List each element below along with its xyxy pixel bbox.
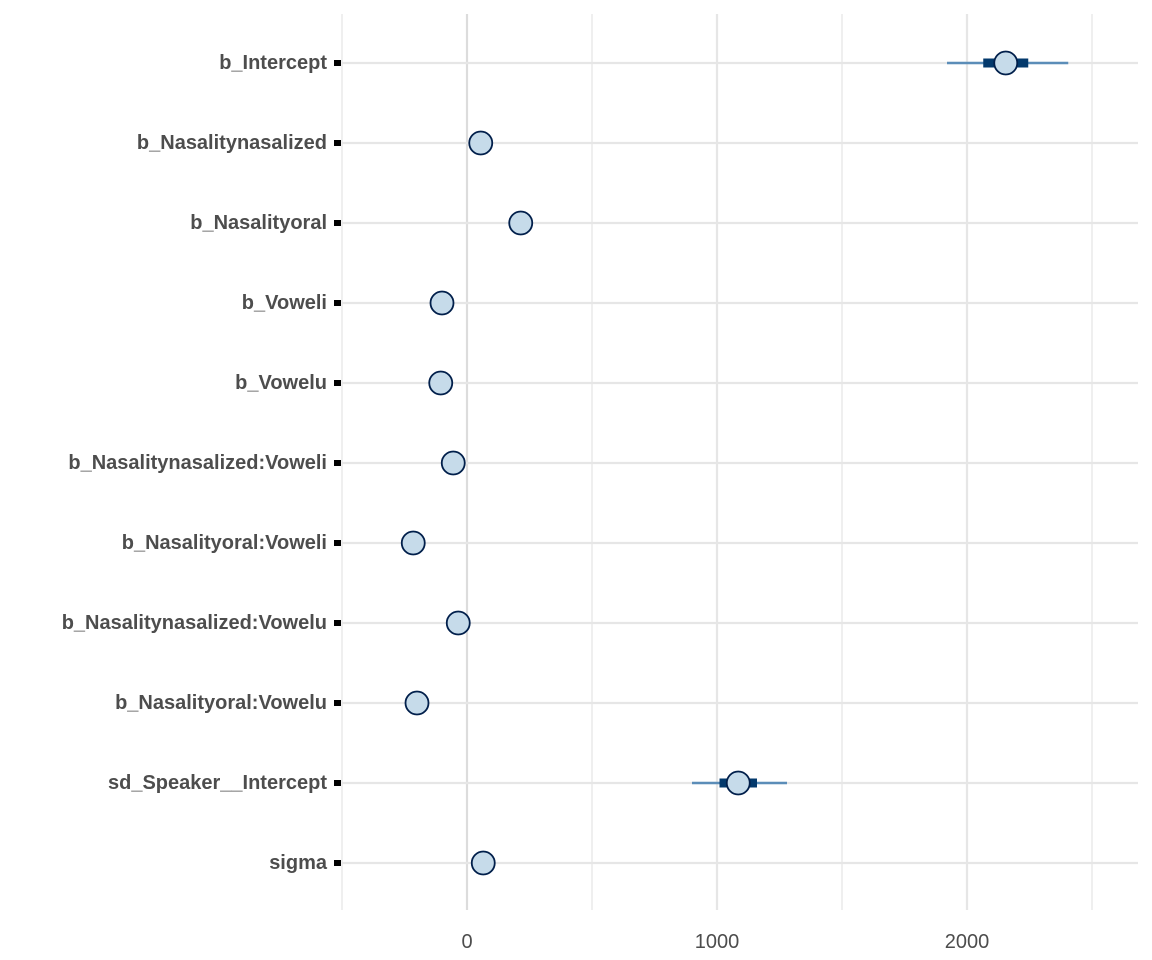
- y-tick-label: b_Vowelu: [235, 372, 327, 394]
- y-tick-mark: [334, 300, 341, 306]
- estimate-point: [440, 450, 466, 476]
- y-axis-labels: b_Intercept b_Nasalitynasalized b_Nasality…: [62, 52, 341, 874]
- y-tick-label: b_Nasalityoral:Voweli: [122, 532, 327, 554]
- estimate-point: [470, 850, 496, 876]
- estimate-point: [468, 130, 494, 156]
- estimate-point: [404, 690, 430, 716]
- y-tick-mark: [334, 460, 341, 466]
- y-tick-label: b_Nasalityoral: [190, 212, 327, 234]
- y-tick-label: b_Nasalitynasalized: [137, 132, 327, 154]
- x-axis-labels: 0 1000 2000: [461, 931, 989, 953]
- estimate-point: [429, 290, 455, 316]
- estimate-points: [400, 50, 1019, 876]
- y-tick-mark: [334, 700, 341, 706]
- y-tick-label: b_Nasalitynasalized:Vowelu: [62, 612, 327, 634]
- y-tick-mark: [334, 860, 341, 866]
- y-tick-label: b_Intercept: [219, 52, 327, 74]
- estimate-point: [445, 610, 471, 636]
- grid-lines: [341, 14, 1138, 910]
- estimate-point: [993, 50, 1019, 76]
- y-tick-mark: [334, 540, 341, 546]
- y-tick-label: b_Nasalityoral:Vowelu: [115, 692, 327, 714]
- x-tick-label: 0: [461, 931, 472, 953]
- estimate-point: [428, 370, 454, 396]
- y-tick-mark: [334, 220, 341, 226]
- y-tick-mark: [334, 620, 341, 626]
- y-tick-mark: [334, 60, 341, 66]
- estimate-point: [725, 770, 751, 796]
- estimate-point: [400, 530, 426, 556]
- y-tick-label: b_Nasalitynasalized:Voweli: [68, 452, 327, 474]
- y-tick-label: b_Voweli: [242, 292, 327, 314]
- y-tick-label: sd_Speaker__Intercept: [108, 772, 327, 794]
- y-tick-mark: [334, 140, 341, 146]
- estimate-point: [508, 210, 534, 236]
- y-tick-label: sigma: [269, 852, 328, 874]
- y-tick-mark: [334, 380, 341, 386]
- y-tick-mark: [334, 780, 341, 786]
- x-tick-label: 1000: [695, 931, 740, 953]
- x-tick-label: 2000: [945, 931, 990, 953]
